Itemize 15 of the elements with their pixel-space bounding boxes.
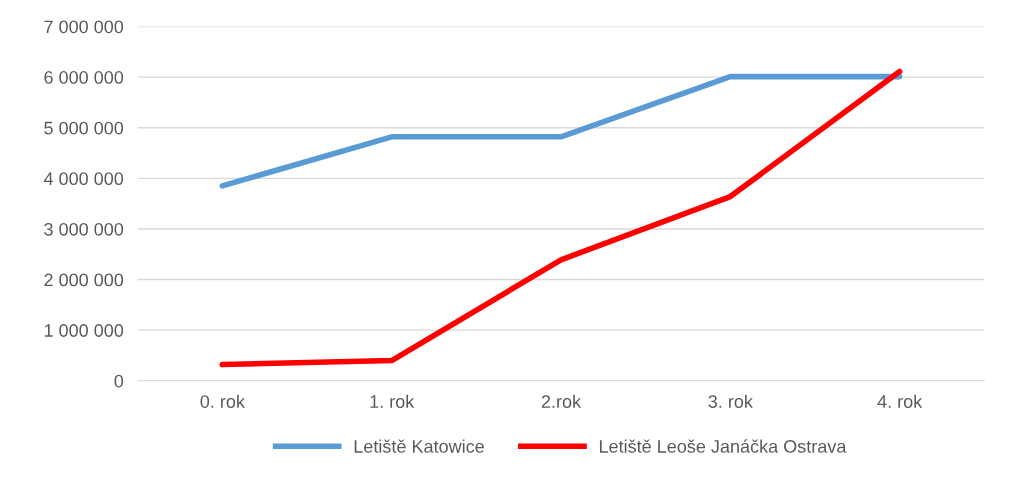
legend-label: Letiště Katowice	[354, 439, 484, 453]
y-tick-label: 2 000 000	[44, 273, 124, 287]
x-tick-label: 0. rok	[200, 394, 245, 408]
x-tick-label: 1. rok	[370, 394, 415, 408]
y-tick-label: 0	[114, 374, 124, 388]
y-tick-label: 3 000 000	[44, 222, 124, 236]
y-tick-label: 1 000 000	[44, 324, 124, 337]
x-tick-label: 3. rok	[708, 394, 753, 408]
x-tick-label: 2.rok	[541, 394, 582, 408]
x-tick-label: 4. rok	[877, 394, 923, 408]
y-tick-label: 7 000 000	[44, 20, 124, 34]
y-tick-label: 4 000 000	[43, 172, 124, 186]
y-tick-label: 5 000 000	[44, 121, 124, 135]
legend-label: Letiště Leoše Janáčka Ostrava	[599, 439, 847, 453]
y-tick-label: 6 000 000	[44, 71, 124, 84]
